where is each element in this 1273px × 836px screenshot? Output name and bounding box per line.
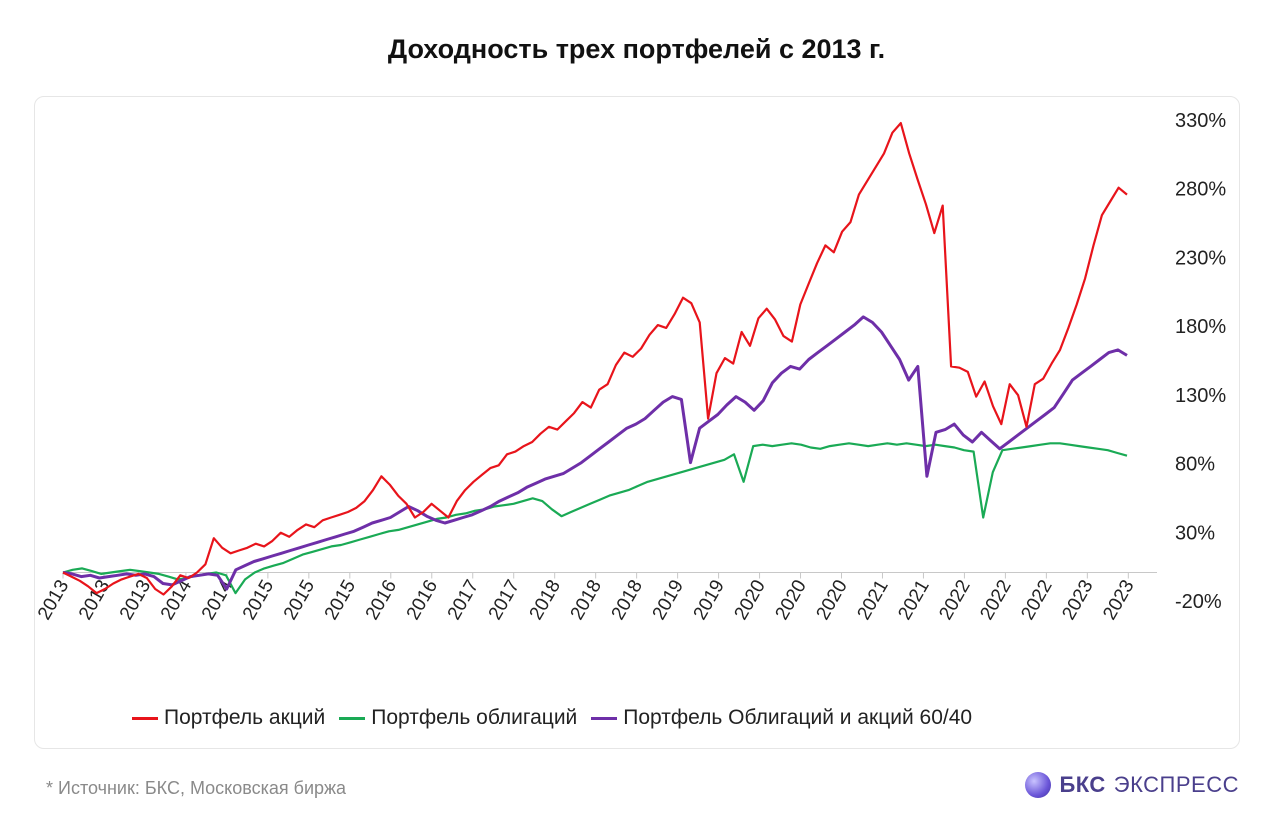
x-tick-label: 2023 [1099, 577, 1138, 624]
legend-item-mixed: Портфель Облигаций и акций 60/40 [591, 706, 972, 730]
x-tick-label: 2019 [690, 577, 729, 624]
source-footnote: * Источник: БКС, Московская биржа [46, 778, 347, 798]
x-tick-label: 2016 [403, 577, 442, 624]
legend-swatch-stocks [132, 716, 158, 720]
x-tick-label: 2015 [239, 577, 278, 624]
x-tick-label: 2013 [75, 577, 114, 624]
brand-name-bold: БКС [1059, 772, 1106, 797]
y-tick-label: 80% [1175, 454, 1215, 476]
legend-label-stocks: Портфель акций [164, 706, 326, 729]
mixed-line [62, 315, 1128, 591]
x-tick-label: 2016 [362, 577, 401, 624]
x-tick-label: 2023 [1058, 577, 1097, 624]
x-tick-label: 2020 [772, 577, 811, 624]
page-title: Доходность трех портфелей с 2013 г. [387, 34, 886, 64]
x-tick-label: 2022 [935, 577, 974, 624]
legend-label-mixed: Портфель Облигаций и акций 60/40 [623, 706, 973, 729]
y-tick-label: 330% [1175, 110, 1226, 132]
y-tick-label: -20% [1175, 591, 1222, 613]
x-tick-label: 2020 [813, 577, 852, 624]
x-tick-label: 2022 [976, 577, 1015, 624]
x-tick-label: 2017 [444, 577, 483, 624]
legend-item-bonds: Портфель облигаций [339, 706, 577, 730]
x-tick-label: 2014 [198, 576, 238, 623]
x-tick-label: 2018 [608, 577, 647, 624]
legend-swatch-mixed [591, 716, 618, 720]
y-tick-label: 230% [1175, 247, 1226, 269]
bks-logo-icon [1025, 772, 1052, 798]
x-tick-label: 2015 [280, 577, 319, 624]
chart-legend: Портфель акций Портфель облигаций Портфе… [132, 704, 986, 732]
x-tick-label: 2019 [649, 577, 688, 624]
y-tick-label: 180% [1175, 316, 1226, 338]
brand-logo[interactable]: БКС ЭКСПРЕСС [1025, 772, 1239, 798]
x-tick-label: 2021 [894, 577, 933, 624]
legend-label-bonds: Портфель облигаций [371, 706, 578, 729]
x-tick-label: 2022 [1017, 577, 1056, 624]
brand-name-rest: ЭКСПРЕСС [1113, 772, 1239, 797]
x-tick-label: 2018 [567, 577, 606, 624]
x-tick-label: 2015 [321, 577, 360, 624]
legend-item-stocks: Портфель акций [132, 706, 325, 730]
line-chart: -20%30%80%130%180%230%280%330%2013 2013 20… [35, 110, 1226, 624]
x-tick-label: 2013 [116, 577, 155, 624]
x-tick-label: 2013 [35, 577, 73, 624]
stocks-line [62, 122, 1128, 596]
y-tick-label: 30% [1175, 522, 1215, 544]
x-tick-label: 2017 [485, 577, 524, 624]
chart-card: -20% 30% 80% 130% 180% 230% 280% 330% 2013 2013 20… [34, 96, 1240, 749]
bonds-line [62, 442, 1128, 595]
y-tick-label: 130% [1175, 385, 1226, 407]
x-tick-label: 2020 [731, 577, 770, 624]
y-tick-label: 280% [1175, 179, 1226, 201]
legend-swatch-bonds [339, 716, 366, 720]
x-tick-label: 2018 [526, 577, 565, 624]
x-tick-label: 2021 [853, 577, 892, 624]
